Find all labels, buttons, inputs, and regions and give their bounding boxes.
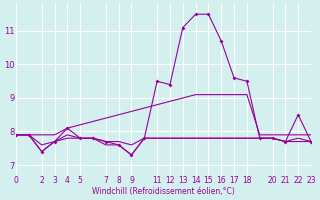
X-axis label: Windchill (Refroidissement éolien,°C): Windchill (Refroidissement éolien,°C) — [92, 187, 235, 196]
